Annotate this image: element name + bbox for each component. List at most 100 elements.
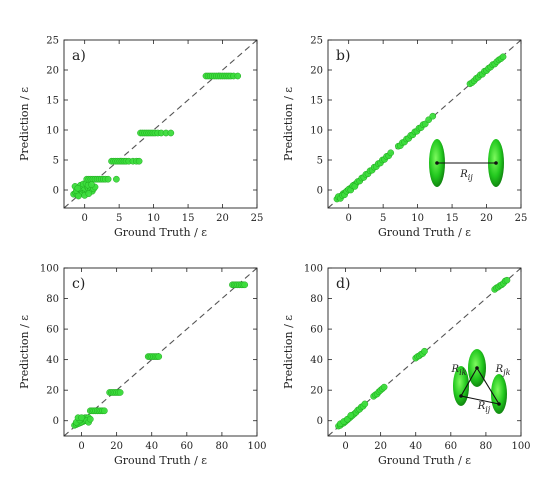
data-point	[135, 157, 143, 165]
x-tick-label: 80	[216, 441, 229, 452]
center-dot	[497, 402, 501, 406]
x-axis-title: Ground Truth / ε	[378, 226, 471, 239]
x-tick-label: 20	[480, 213, 493, 224]
ellipsoid	[453, 366, 469, 406]
data-points	[70, 72, 242, 200]
data-point	[74, 184, 82, 192]
data-point	[361, 400, 369, 408]
plot-frame	[63, 39, 258, 209]
x-tick-label: 5	[380, 213, 386, 224]
x-tick-label: 20	[374, 441, 387, 452]
y-tick-label: 25	[46, 36, 59, 47]
panel-label: d)	[336, 276, 350, 292]
data-point	[85, 190, 93, 197]
data-point	[86, 415, 94, 423]
data-point	[75, 192, 82, 200]
data-point	[155, 353, 163, 360]
x-tick-label: 25	[251, 213, 264, 224]
data-point	[387, 149, 395, 157]
data-point	[78, 414, 85, 422]
panel-a: 0 5 10 15 20 25 0 5 10 15 20 25 Ground Truth / ε Pred…	[18, 36, 263, 240]
center-dot	[435, 161, 439, 165]
plot-frame	[327, 267, 522, 437]
data-point	[347, 412, 355, 419]
data-point	[116, 389, 124, 396]
x-tick-label: 40	[409, 441, 422, 452]
center-dot	[459, 394, 463, 398]
panel-label: a)	[72, 48, 86, 64]
x-tick-label: 15	[446, 213, 459, 224]
y-tick-label: 40	[310, 355, 323, 366]
y-tick-label: 0	[53, 416, 59, 427]
data-point	[104, 175, 112, 183]
distance-line	[460, 395, 500, 405]
x-tick-label: 80	[480, 441, 493, 452]
x-tick-label: 0	[345, 213, 351, 224]
y-tick-label: 15	[46, 96, 59, 107]
y-tick-label: 5	[53, 156, 59, 167]
inset-trimer: Rik Rjk Rij	[451, 349, 511, 414]
x-tick-label: 100	[247, 441, 266, 452]
data-point	[421, 347, 428, 355]
x-tick-label: 15	[182, 213, 195, 224]
y-tick-label: 15	[310, 96, 323, 107]
data-point	[234, 72, 242, 80]
y-tick-label: 100	[304, 264, 323, 275]
y-tick-label: 60	[46, 325, 59, 336]
panels: 0 5 10 15 20 25 0 5 10 15 20 25 Ground Truth / ε Pred…	[18, 36, 531, 468]
x-tick-label: 60	[180, 441, 193, 452]
data-point	[241, 281, 249, 289]
x-tick-label: 40	[145, 441, 158, 452]
y-tick-label: 5	[317, 156, 323, 167]
panel-b: 0 5 10 15 20 25 0 5 10 15 20 25 Ground Truth / ε Pred…	[282, 36, 527, 240]
y-tick-label: 10	[46, 126, 59, 137]
panel-d: 0 20 40 60 80 100 0 20 40 60 80 100 Ground Truth / ε…	[282, 264, 531, 468]
center-dot	[475, 366, 479, 370]
data-points	[71, 281, 249, 429]
data-point	[113, 175, 120, 183]
y-axis-title: Prediction / ε	[18, 315, 31, 389]
plot-frame	[327, 39, 522, 209]
x-axis-title: Ground Truth / ε	[114, 454, 207, 467]
y-tick-label: 20	[46, 66, 59, 77]
x-tick-label: 20	[110, 441, 123, 452]
y-tick-label: 25	[310, 36, 323, 47]
y-tick-label: 0	[317, 416, 323, 427]
data-point	[167, 129, 175, 137]
y-tick-label: 60	[310, 325, 323, 336]
y-tick-label: 0	[317, 186, 323, 197]
distance-label-jk: Rjk	[495, 364, 511, 377]
y-tick-label: 0	[53, 186, 59, 197]
distance-label-ij: Rij	[477, 401, 491, 414]
x-tick-label: 25	[515, 213, 528, 224]
ellipsoid	[491, 374, 507, 414]
data-point	[101, 407, 108, 415]
y-axis-title: Prediction / ε	[282, 315, 295, 389]
y-tick-label: 20	[310, 386, 323, 397]
data-point	[380, 383, 388, 391]
data-point	[429, 112, 437, 120]
y-axis-title: Prediction / ε	[18, 87, 31, 161]
y-tick-label: 80	[46, 294, 59, 305]
y-tick-label: 20	[310, 66, 323, 77]
distance-line	[460, 367, 478, 397]
y-tick-label: 20	[46, 386, 59, 397]
panel-label: c)	[72, 276, 85, 292]
panel-label: b)	[336, 48, 350, 64]
x-axis-title: Ground Truth / ε	[378, 454, 471, 467]
x-tick-label: 100	[511, 441, 530, 452]
y-axis-title: Prediction / ε	[282, 87, 295, 161]
distance-label-ik: Rik	[451, 364, 467, 377]
x-tick-label: 60	[444, 441, 457, 452]
y-tick-label: 80	[310, 294, 323, 305]
inset-dimer: Rij	[429, 139, 504, 187]
panel-c: 0 20 40 60 80 100 0 20 40 60 80 100 Ground Truth / ε…	[18, 264, 267, 468]
center-dot	[494, 161, 498, 165]
x-tick-label: 0	[78, 441, 84, 452]
distance-label: Rij	[459, 169, 473, 182]
data-point	[88, 181, 95, 188]
x-tick-label: 0	[342, 441, 348, 452]
x-tick-label: 0	[81, 213, 87, 224]
data-points	[333, 53, 507, 203]
